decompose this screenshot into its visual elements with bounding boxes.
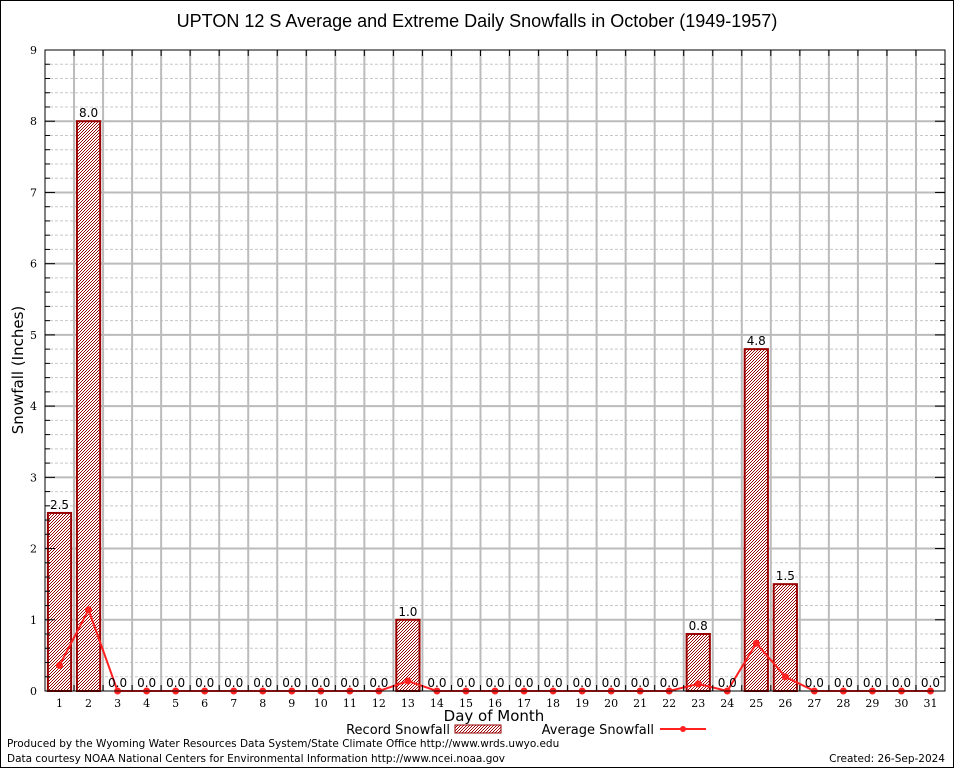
- bar-label-day-15: 0.0: [456, 676, 475, 690]
- bar-day-2: [75, 120, 102, 692]
- average-point-day-26: [781, 673, 789, 681]
- x-tick-label: 21: [633, 697, 647, 710]
- bar-label-day-25: 4.8: [747, 334, 766, 348]
- average-point-day-23: [694, 680, 702, 688]
- bar-label-day-16: 0.0: [485, 676, 504, 690]
- bar-label-day-31: 0.0: [921, 676, 940, 690]
- legend-swatch-average-marker: [680, 726, 686, 732]
- x-tick-label: 18: [546, 697, 560, 710]
- x-tick-label: 26: [778, 697, 792, 710]
- bar-label-day-27: 0.0: [805, 676, 824, 690]
- average-point-day-2: [85, 606, 93, 614]
- x-tick-label: 8: [259, 697, 266, 710]
- x-tick-label: 1: [56, 697, 63, 710]
- x-tick-label: 2: [85, 697, 92, 710]
- y-tick-label: 8: [30, 115, 37, 128]
- y-tick-label: 0: [30, 685, 37, 698]
- x-tick-label: 29: [865, 697, 879, 710]
- x-tick-label: 17: [517, 697, 531, 710]
- y-tick-label: 9: [30, 44, 37, 57]
- bar-label-day-9: 0.0: [282, 676, 301, 690]
- y-tick-label: 7: [30, 186, 37, 199]
- footer-data-courtesy: Data courtesy NOAA National Centers for …: [7, 753, 505, 765]
- bar-label-day-18: 0.0: [544, 676, 563, 690]
- legend-label-average: Average Snowfall: [542, 723, 654, 738]
- x-tick-label: 24: [720, 697, 734, 710]
- bar-label-day-8: 0.0: [253, 676, 272, 690]
- bar-label-day-1: 2.5: [50, 498, 69, 512]
- y-tick-label: 4: [30, 400, 37, 413]
- x-tick-label: 12: [372, 697, 386, 710]
- y-tick-label: 2: [30, 543, 37, 556]
- bar-label-day-14: 0.0: [427, 676, 446, 690]
- bar-label-day-20: 0.0: [602, 676, 621, 690]
- y-tick-label: 6: [30, 258, 37, 271]
- y-tick-label: 5: [30, 329, 37, 342]
- bar-label-day-3: 0.0: [108, 676, 127, 690]
- average-point-day-13: [404, 677, 412, 685]
- bar-day-25: [743, 348, 769, 692]
- x-tick-label: 30: [894, 697, 908, 710]
- x-tick-label: 6: [201, 697, 208, 710]
- x-tick-label: 20: [604, 697, 618, 710]
- x-tick-label: 23: [691, 697, 705, 710]
- x-tick-label: 27: [807, 697, 821, 710]
- x-tick-label: 3: [114, 697, 121, 710]
- bar-label-day-21: 0.0: [631, 676, 650, 690]
- x-tick-label: 28: [836, 697, 850, 710]
- bar-label-day-19: 0.0: [573, 676, 592, 690]
- x-tick-label: 15: [459, 697, 473, 710]
- bar-label-day-4: 0.0: [137, 676, 156, 690]
- bar-label-day-13: 1.0: [398, 605, 417, 619]
- x-axis-label: Day of Month: [444, 707, 545, 725]
- footer-produced-by: Produced by the Wyoming Water Resources …: [7, 738, 559, 750]
- bar-label-day-10: 0.0: [311, 676, 330, 690]
- bar-label-day-23: 0.8: [689, 619, 708, 633]
- legend-swatch-record: [454, 724, 502, 734]
- bar-label-day-29: 0.0: [863, 676, 882, 690]
- x-tick-label: 4: [143, 697, 150, 710]
- bar-label-day-26: 1.5: [776, 569, 795, 583]
- bar-label-day-11: 0.0: [340, 676, 359, 690]
- x-tick-label: 10: [314, 697, 328, 710]
- legend-label-record: Record Snowfall: [346, 723, 450, 738]
- x-tick-label: 9: [288, 697, 295, 710]
- footer-created: Created: 26-Sep-2024: [829, 753, 945, 765]
- x-tick-label: 11: [343, 697, 357, 710]
- bar-label-day-12: 0.0: [369, 676, 388, 690]
- x-tick-label: 19: [575, 697, 589, 710]
- average-point-day-25: [752, 639, 760, 647]
- x-tick-label: 14: [430, 697, 444, 710]
- x-tick-label: 22: [662, 697, 676, 710]
- x-tick-label: 31: [923, 697, 937, 710]
- chart-title: UPTON 12 S Average and Extreme Daily Sno…: [177, 11, 778, 31]
- bar-label-day-7: 0.0: [224, 676, 243, 690]
- bar-label-day-22: 0.0: [660, 676, 679, 690]
- x-tick-label: 13: [401, 697, 415, 710]
- average-point-day-1: [56, 661, 64, 669]
- plot-border: [44, 49, 946, 692]
- y-axis-label: Snowfall (Inches): [9, 306, 27, 434]
- bar-label-day-5: 0.0: [166, 676, 185, 690]
- legend: Record Snowfall Average Snowfall: [346, 723, 706, 738]
- bar-label-day-17: 0.0: [514, 676, 533, 690]
- x-tick-label: 5: [172, 697, 179, 710]
- grid: [45, 50, 945, 691]
- x-tick-label: 7: [230, 697, 237, 710]
- bars: [46, 120, 798, 693]
- x-tick-label: 25: [749, 697, 763, 710]
- bar-label-day-24: 0.0: [718, 676, 737, 690]
- bar-label-day-2: 8.0: [79, 106, 98, 120]
- y-tick-label: 1: [30, 614, 37, 627]
- bar-label-day-6: 0.0: [195, 676, 214, 690]
- data-labels: 2.5 8.0 0.0 0.0 0.0 0.0 0.0 0.0 0.0 0.0 0.0 0.0 1.0 0…: [50, 106, 940, 690]
- bar-label-day-30: 0.0: [892, 676, 911, 690]
- y-tick-label: 3: [30, 471, 37, 484]
- x-tick-label: 16: [488, 697, 502, 710]
- bar-label-day-28: 0.0: [834, 676, 853, 690]
